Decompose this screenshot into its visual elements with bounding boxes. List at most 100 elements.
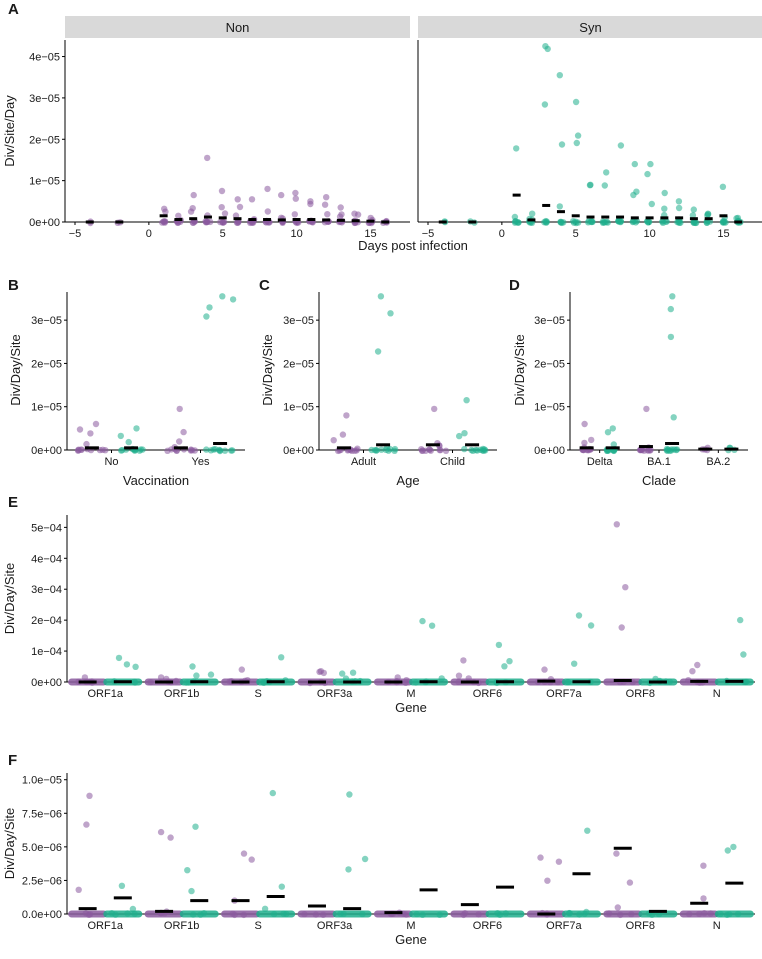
y-tick-label: 7.5e−06: [22, 808, 62, 820]
data-point: [442, 447, 450, 454]
data-point: [190, 911, 197, 918]
data-point: [575, 612, 583, 619]
data-point: [361, 855, 369, 863]
facet-strip: [418, 16, 762, 38]
data-point: [342, 675, 350, 682]
panel-letter: C: [259, 277, 270, 294]
x-tick-label: N: [713, 688, 721, 700]
data-point: [339, 670, 346, 677]
data-point: [585, 218, 592, 225]
panel-D: 0e+00 1e−05 2e−05 3e−05 Delta BA.1 BA.2 Clade: [534, 292, 748, 488]
data-point: [292, 195, 299, 202]
y-tick-label: 1e−05: [534, 402, 565, 414]
data-point: [115, 654, 123, 662]
x-tick-label: S: [254, 688, 261, 700]
data-point: [76, 426, 84, 433]
data-point: [667, 305, 674, 313]
data-point: [622, 584, 629, 591]
data-point: [513, 145, 520, 152]
data-point: [555, 858, 563, 865]
panel-F: 0.0e+00 2.5e−06 5.0e−06 7.5e−06 1.0e−05 ORF1a…: [22, 773, 755, 947]
data-point: [419, 447, 426, 454]
data-point: [248, 196, 256, 203]
data-point: [455, 672, 463, 679]
x-tick-label: ORF3a: [317, 688, 353, 700]
data-point: [278, 191, 285, 199]
data-point: [343, 412, 350, 419]
x-tick-label: ORF7a: [546, 920, 582, 932]
y-tick-label: 4e−04: [31, 553, 62, 565]
data-point: [571, 660, 578, 667]
data-point: [644, 217, 651, 225]
data-point: [719, 183, 727, 190]
y-axis-title: Div/Day/Site: [512, 334, 527, 406]
x-tick-label: Delta: [587, 456, 614, 468]
x-tick-label: ORF1b: [164, 920, 199, 932]
data-point: [603, 169, 610, 176]
data-point: [160, 218, 167, 225]
data-point: [501, 663, 508, 670]
data-point: [661, 189, 668, 197]
x-axis-title: Vaccination: [123, 473, 189, 488]
data-point: [221, 210, 229, 217]
data-point: [180, 428, 187, 436]
data-point: [717, 910, 724, 918]
data-point: [618, 624, 625, 631]
data-point: [99, 446, 106, 453]
data-point: [502, 910, 509, 917]
x-tick-label: 10: [643, 228, 655, 240]
data-point: [133, 425, 140, 432]
data-point: [123, 661, 131, 668]
data-point: [588, 436, 595, 444]
data-point: [556, 203, 563, 210]
data-point: [75, 886, 82, 893]
data-point: [644, 170, 651, 178]
data-point: [207, 671, 215, 678]
y-axis-title: Div/Site/Day: [2, 95, 17, 167]
data-point: [724, 847, 731, 854]
facet-Syn: −5 0 5 10 15: [417, 40, 762, 240]
x-tick-label: Child: [440, 456, 465, 468]
x-tick-label: N: [713, 920, 721, 932]
data-point: [599, 218, 607, 225]
data-point: [307, 198, 314, 205]
data-point: [720, 218, 728, 225]
data-point: [259, 678, 267, 686]
data-point: [704, 210, 712, 217]
data-point: [157, 674, 165, 681]
data-point: [219, 218, 226, 226]
data-point: [669, 293, 676, 300]
y-axis-title: Div/Day/Site: [2, 808, 17, 880]
x-tick-label: ORF6: [473, 688, 502, 700]
data-point: [566, 910, 573, 917]
data-point: [131, 910, 138, 918]
data-point: [581, 420, 588, 428]
data-point: [431, 405, 438, 413]
y-tick-label: 2e−05: [31, 358, 62, 370]
panel-letter: D: [509, 277, 520, 294]
x-tick-label: ORF8: [626, 688, 655, 700]
data-point: [419, 617, 426, 625]
panel-C: 0e+00 1e−05 2e−05 3e−05 Adult Child Age: [283, 292, 497, 488]
data-point: [694, 661, 701, 669]
data-point: [428, 622, 436, 629]
data-point: [419, 911, 426, 918]
x-tick-label: ORF3a: [317, 920, 353, 932]
data-point: [157, 828, 165, 836]
data-point: [734, 214, 742, 222]
x-tick-label: ORF1b: [164, 688, 199, 700]
data-point: [609, 425, 616, 432]
data-point: [167, 834, 174, 841]
facet-label: Non: [226, 20, 250, 35]
data-point: [413, 910, 420, 918]
data-point: [576, 911, 583, 918]
data-point: [700, 862, 707, 869]
data-point: [605, 910, 613, 917]
data-point: [359, 910, 366, 918]
y-tick-label: 3e−05: [31, 315, 62, 327]
data-point: [584, 827, 591, 834]
data-point: [670, 414, 677, 421]
data-point: [189, 663, 196, 670]
data-point: [248, 856, 255, 863]
